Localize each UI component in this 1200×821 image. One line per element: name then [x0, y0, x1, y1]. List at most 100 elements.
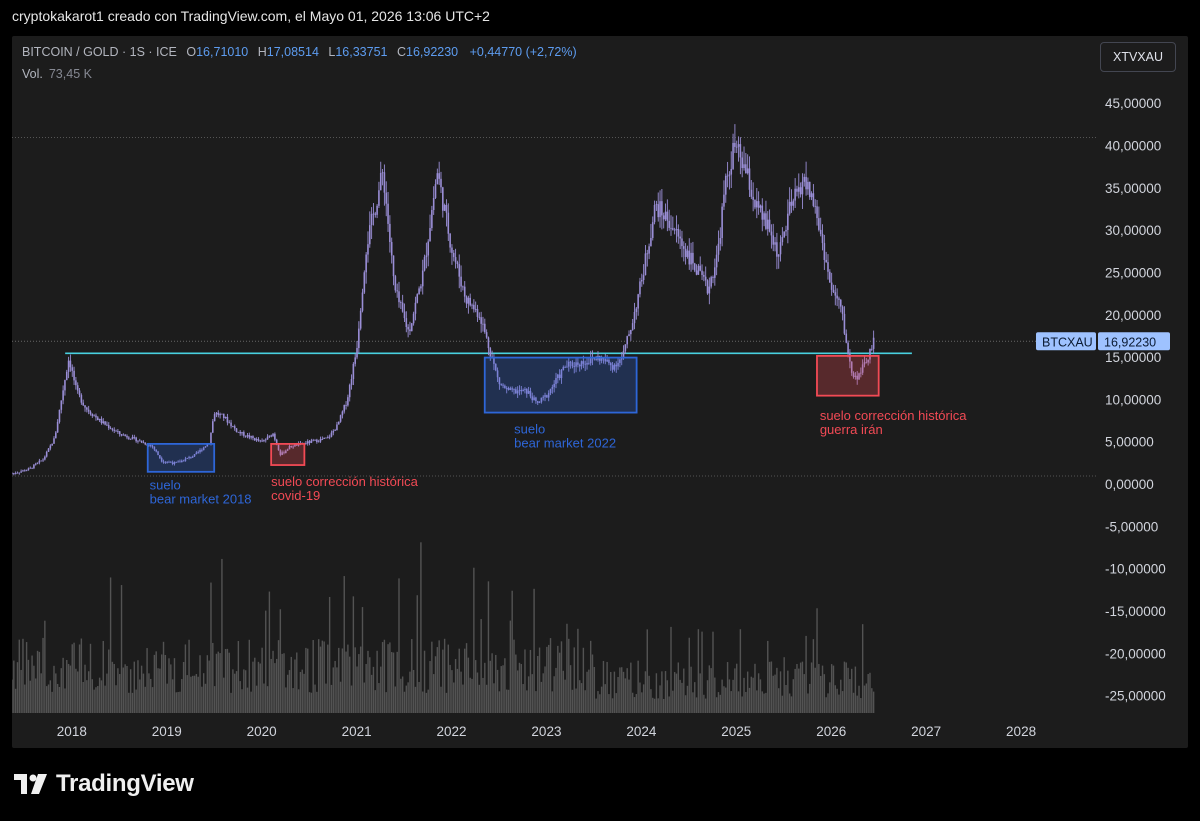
volume-bar [219, 653, 221, 713]
annotation-box-bear-2018[interactable] [146, 442, 216, 473]
y-tick-label: 30,00000 [1105, 223, 1161, 238]
volume-bar [239, 681, 241, 713]
volume-bar [374, 690, 376, 713]
volume-bar [75, 668, 77, 713]
volume-bar [748, 687, 751, 713]
symbol-label[interactable]: BITCOIN / GOLD · 1S · ICE [22, 45, 177, 59]
volume-bar [438, 640, 440, 713]
volume-bar [87, 671, 90, 713]
annotation-box-bear-2022[interactable] [483, 356, 638, 414]
high-value: 17,08514 [266, 45, 319, 59]
volume-bar [648, 675, 650, 713]
candle-body [233, 426, 236, 429]
candle-body [237, 431, 240, 433]
candle-body [22, 470, 24, 472]
candle-body [36, 462, 39, 464]
annotation-box-guerra-iran[interactable] [816, 354, 880, 397]
volume-bar [750, 676, 753, 713]
candle-body [741, 157, 743, 169]
tradingview-logo[interactable]: TradingView [14, 769, 194, 799]
ohlc-legend: BITCOIN / GOLD · 1S · ICE O16,71010 H17,… [22, 45, 577, 59]
candle-body [783, 231, 785, 238]
candle-body [480, 317, 482, 324]
candle-body [697, 265, 700, 275]
high-label: H [257, 45, 267, 59]
candle-body [107, 425, 110, 429]
chart-panel[interactable]: suelo bear market 2018 suelo corrección hi… [12, 36, 1188, 748]
volume-bar [137, 660, 139, 713]
candle-body [650, 237, 652, 247]
candle-body [113, 429, 116, 431]
annotation-box-covid-19[interactable] [270, 442, 306, 466]
candle-body [319, 438, 322, 442]
volume-bar [261, 647, 263, 713]
candle-body [522, 389, 524, 392]
candle-body [431, 210, 433, 229]
candle-body [420, 286, 422, 289]
candle-body [182, 460, 185, 462]
volume-bar [637, 660, 639, 713]
volume-bar [254, 657, 256, 713]
volume-bar [296, 652, 298, 713]
volume-bar [810, 662, 813, 713]
volume-bar [234, 673, 236, 713]
candle-body [98, 418, 101, 421]
x-tick-label: 2023 [531, 724, 561, 739]
volume-bar [675, 673, 678, 713]
volume-bar [106, 673, 108, 713]
candle-body [252, 436, 254, 439]
volume-bar [595, 698, 597, 713]
candle-body [719, 238, 722, 244]
volume-bar [422, 691, 424, 713]
candle-body [511, 388, 513, 390]
volume-bar [151, 687, 154, 713]
candle-body [286, 449, 289, 451]
volume-bar [427, 689, 429, 713]
candle-body [244, 435, 247, 437]
candle-body [308, 441, 311, 443]
volume-bar [77, 671, 79, 713]
volume-bar [818, 663, 820, 713]
candle-body [38, 460, 41, 463]
x-axis[interactable]: 2018 2019 2020 2021 2022 2023 2024 2025 2026 2027… [57, 724, 1036, 739]
volume-bar [150, 678, 152, 713]
candle-body [53, 438, 55, 444]
volume-bar [49, 680, 52, 713]
candle-body [673, 229, 676, 231]
volume-bar [354, 647, 356, 713]
candle-body [513, 389, 515, 391]
candle-body [206, 444, 209, 447]
volume-bar [692, 692, 694, 713]
change-value: +0,44770 (+2,72%) [469, 45, 577, 59]
volume-bar [359, 646, 362, 713]
tradingview-logo-icon [14, 774, 47, 794]
y-axis[interactable]: 50,0000045,0000040,0000035,0000030,00000… [1105, 54, 1166, 704]
volume-bar [515, 654, 517, 713]
candle-body [779, 242, 782, 255]
volume-bar [765, 692, 767, 713]
candle-body [628, 334, 630, 337]
volume-bar [737, 691, 740, 713]
candle-body [56, 421, 59, 433]
candle-body [542, 396, 545, 398]
volume-bar [767, 640, 769, 713]
candle-body [440, 178, 442, 188]
candle-body [137, 440, 139, 442]
symbol-button[interactable]: XTVXAU [1100, 42, 1176, 72]
volume-bar [186, 675, 188, 713]
volume-bar [102, 640, 104, 713]
volume-bar [631, 692, 634, 713]
volume-bar [535, 691, 537, 713]
candle-body [478, 316, 481, 318]
candle-body [47, 448, 50, 452]
volume-bar [569, 665, 572, 713]
volume-bar [610, 671, 612, 713]
volume-bar [659, 685, 661, 713]
candle-body [836, 295, 838, 299]
volume-bar [330, 684, 333, 713]
candle-body [129, 438, 132, 440]
volume-bar [557, 645, 559, 713]
volume-bar [830, 664, 833, 713]
